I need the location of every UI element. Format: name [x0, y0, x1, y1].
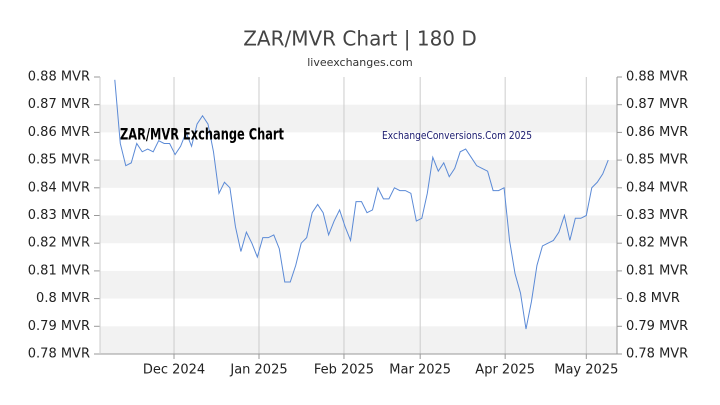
annotation: ExchangeConversions.Com 2025	[382, 129, 532, 142]
y2-tick-label: 0.86 MVR	[626, 125, 688, 140]
y2-tick-label: 0.85 MVR	[626, 153, 688, 168]
y-tick-label: 0.82 MVR	[28, 236, 90, 251]
grid-band	[100, 104, 617, 133]
y2-tick-label: 0.87 MVR	[626, 97, 688, 112]
line-series	[114, 79, 609, 330]
x-tick-label: Dec 2024	[143, 363, 205, 378]
x-tick-label: Jan 2025	[229, 363, 287, 378]
grid-band	[100, 270, 617, 299]
y2-tick-label: 0.79 MVR	[626, 319, 688, 334]
y2-tick-label: 0.8 MVR	[626, 291, 680, 306]
y-tick-label: 0.87 MVR	[28, 97, 90, 112]
y2-tick-label: 0.78 MVR	[626, 347, 688, 362]
x-tick-label: Mar 2025	[389, 363, 451, 378]
y-tick-label: 0.85 MVR	[28, 153, 90, 168]
bands	[100, 104, 617, 354]
chart-subtitle: liveexchanges.com	[307, 56, 412, 69]
annotation: ZAR/MVR Exchange Chart	[120, 125, 284, 144]
y-tick-label: 0.83 MVR	[28, 208, 90, 223]
chart-title: ZAR/MVR Chart | 180 D	[243, 27, 477, 51]
y-tick-label: 0.78 MVR	[28, 347, 90, 362]
y-tick-label: 0.84 MVR	[28, 180, 90, 195]
y2-tick-label: 0.83 MVR	[626, 208, 688, 223]
grid-band	[100, 215, 617, 244]
y-tick-label: 0.86 MVR	[28, 125, 90, 140]
x-tick-label: Apr 2025	[475, 363, 535, 378]
y2-tick-label: 0.81 MVR	[626, 263, 688, 278]
y-tick-label: 0.79 MVR	[28, 319, 90, 334]
x-tick-label: May 2025	[554, 363, 618, 378]
grid-band	[100, 326, 617, 354]
y-tick-label: 0.8 MVR	[36, 291, 90, 306]
y2-tick-label: 0.82 MVR	[626, 236, 688, 251]
grid-band	[100, 160, 617, 188]
x-tick-label: Feb 2025	[314, 363, 374, 378]
y-tick-label: 0.81 MVR	[28, 263, 90, 278]
y2-tick-label: 0.88 MVR	[626, 70, 688, 85]
plot: 0.78 MVR 0.79 MVR 0.8 MVR 0.81 MVR 0.82 MVR 0…	[28, 70, 688, 378]
y2-tick-label: 0.84 MVR	[626, 180, 688, 195]
y-tick-label: 0.88 MVR	[28, 70, 90, 85]
